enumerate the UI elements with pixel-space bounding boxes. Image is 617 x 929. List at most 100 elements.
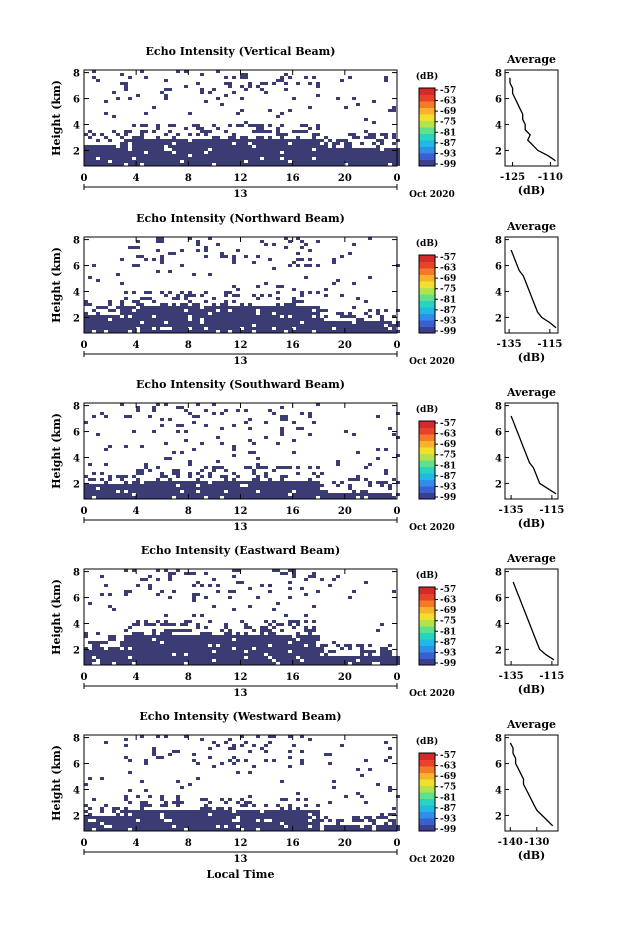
echo-cell xyxy=(84,157,88,160)
colorbar-swatch xyxy=(419,453,435,461)
echo-cell xyxy=(296,163,300,166)
echo-cell xyxy=(176,472,180,475)
echo-cell xyxy=(204,596,208,599)
echo-cell xyxy=(352,825,356,828)
echo-cell xyxy=(156,136,160,139)
echo-cell xyxy=(284,306,288,309)
echo-cell xyxy=(144,487,148,490)
echo-cell xyxy=(144,493,148,496)
echo-cell xyxy=(88,656,92,659)
echo-cell xyxy=(200,738,204,741)
echo-cell xyxy=(84,647,88,650)
echo-cell xyxy=(336,828,340,831)
echo-cell xyxy=(96,163,100,166)
echo-cell xyxy=(156,306,160,309)
echo-cell xyxy=(376,163,380,166)
echo-cell xyxy=(280,163,284,166)
echo-cell xyxy=(228,747,232,750)
echo-cell xyxy=(320,659,324,662)
echo-cell xyxy=(96,79,100,82)
echo-cell xyxy=(176,798,180,801)
echo-cell xyxy=(220,644,224,647)
echo-cell xyxy=(200,148,204,151)
echo-cell xyxy=(176,430,180,433)
echo-cell xyxy=(120,659,124,662)
echo-cell xyxy=(152,321,156,324)
echo-cell xyxy=(208,656,212,659)
echo-cell xyxy=(304,819,308,822)
echo-cell xyxy=(316,635,320,638)
echo-cell xyxy=(232,575,236,578)
echo-cell xyxy=(320,145,324,148)
echo-cell xyxy=(180,312,184,315)
echo-cell xyxy=(300,484,304,487)
echo-cell xyxy=(264,466,268,469)
echo-cell xyxy=(140,306,144,309)
echo-cell xyxy=(116,813,120,816)
echo-cell xyxy=(196,139,200,142)
echo-cell xyxy=(252,327,256,330)
echo-cell xyxy=(268,312,272,315)
echo-cell xyxy=(340,647,344,650)
echo-cell xyxy=(128,759,132,762)
echo-cell xyxy=(236,163,240,166)
echo-cell xyxy=(120,163,124,166)
echo-cell xyxy=(228,315,232,318)
echo-cell xyxy=(248,647,252,650)
echo-cell xyxy=(248,318,252,321)
echo-cell xyxy=(268,496,272,499)
echo-cell xyxy=(312,629,316,632)
echo-cell xyxy=(320,490,324,493)
echo-cell xyxy=(240,647,244,650)
echo-cell xyxy=(84,662,88,665)
avg-y-tick-label: 8 xyxy=(495,69,502,80)
echo-cell xyxy=(96,321,100,324)
echo-cell xyxy=(320,327,324,330)
echo-cell xyxy=(192,656,196,659)
echo-cell xyxy=(384,481,388,484)
echo-cell xyxy=(232,481,236,484)
echo-cell xyxy=(152,810,156,813)
echo-cell xyxy=(252,318,256,321)
echo-cell xyxy=(224,157,228,160)
echo-cell xyxy=(100,816,104,819)
echo-cell xyxy=(296,623,300,626)
echo-cell xyxy=(240,148,244,151)
echo-cell xyxy=(204,154,208,157)
echo-cell xyxy=(316,321,320,324)
echo-cell xyxy=(180,801,184,804)
echo-cell xyxy=(316,330,320,333)
echo-cell xyxy=(256,641,260,644)
echo-cell xyxy=(120,309,124,312)
echo-cell xyxy=(116,273,120,276)
echo-cell xyxy=(224,496,228,499)
echo-cell xyxy=(184,163,188,166)
echo-cell xyxy=(328,151,332,154)
date-tick-label: 13 xyxy=(234,688,248,699)
echo-cell xyxy=(236,315,240,318)
echo-cell xyxy=(364,163,368,166)
echo-cell xyxy=(268,623,272,626)
echo-cell xyxy=(240,822,244,825)
y-tick-label: 6 xyxy=(73,262,80,273)
echo-cell xyxy=(284,828,288,831)
echo-cell xyxy=(160,163,164,166)
echo-cell xyxy=(172,493,176,496)
echo-cell xyxy=(196,151,200,154)
echo-cell xyxy=(148,647,152,650)
echo-cell xyxy=(328,656,332,659)
echo-cell xyxy=(352,659,356,662)
echo-cell xyxy=(340,493,344,496)
echo-cell xyxy=(108,822,112,825)
echo-cell xyxy=(216,656,220,659)
x-tick-label: 0 xyxy=(81,838,88,849)
echo-cell xyxy=(272,490,276,493)
echo-cell xyxy=(204,493,208,496)
echo-cell xyxy=(316,85,320,88)
echo-cell xyxy=(184,303,188,306)
echo-cell xyxy=(104,145,108,148)
echo-cell xyxy=(268,584,272,587)
echo-cell xyxy=(160,309,164,312)
echo-cell xyxy=(232,160,236,163)
echo-cell xyxy=(200,635,204,638)
